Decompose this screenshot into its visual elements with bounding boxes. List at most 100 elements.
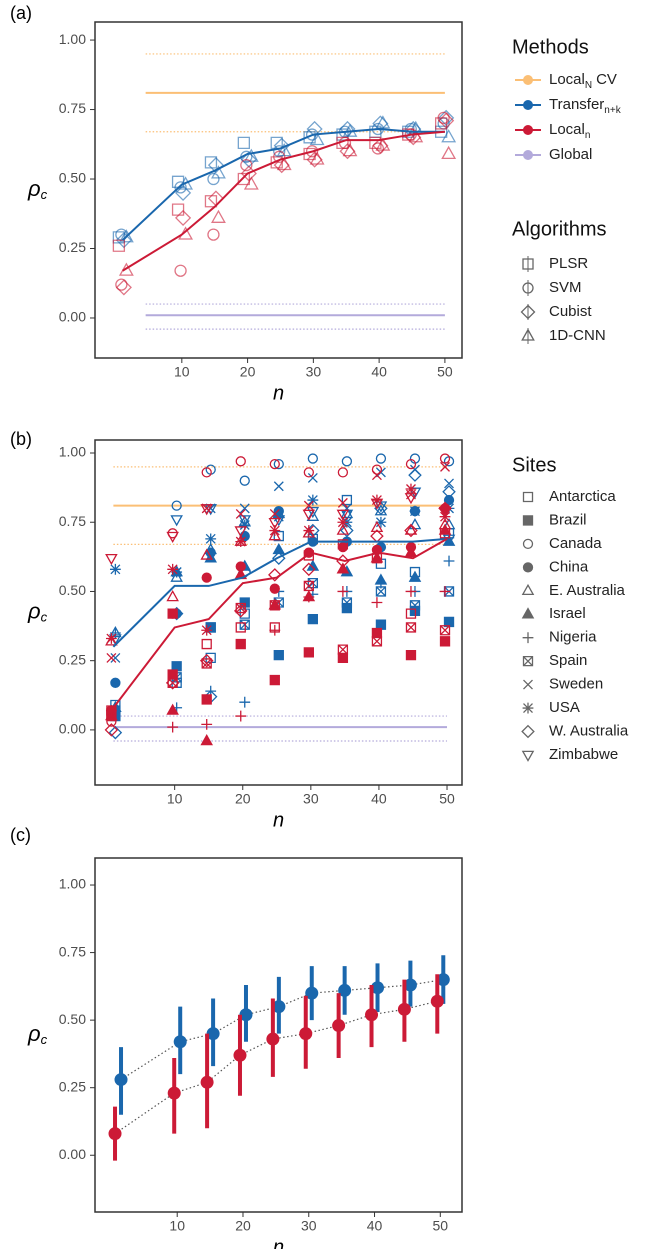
marker [336, 523, 350, 535]
x-tick-label: 10 [174, 364, 190, 380]
marker [404, 493, 418, 505]
mean-point [266, 1032, 280, 1046]
y-tick-label: 0.50 [59, 1011, 86, 1027]
marker [405, 483, 417, 495]
marker [336, 509, 350, 521]
legend-label: E. Australia [549, 582, 626, 599]
marker [170, 515, 183, 527]
marker [235, 456, 246, 467]
x-axis-label: n [273, 809, 284, 831]
marker [306, 559, 320, 571]
legend-label-main: Local [549, 71, 585, 88]
marker [404, 545, 418, 557]
marker [303, 525, 315, 536]
marker [268, 568, 282, 582]
marker [375, 558, 387, 569]
legend-dot [523, 150, 533, 160]
marker [404, 523, 418, 538]
x-tick-label: 30 [306, 364, 322, 380]
marker [273, 530, 284, 542]
marker [115, 279, 132, 296]
marker [443, 616, 455, 628]
marker [439, 586, 451, 597]
marker [440, 461, 450, 472]
marker [522, 632, 534, 644]
marker [441, 129, 457, 143]
legend-dot [523, 125, 533, 135]
marker [441, 145, 457, 160]
legend-title: Methods [512, 36, 589, 58]
marker [408, 570, 422, 582]
marker [235, 710, 247, 722]
marker [205, 464, 216, 475]
legend-label: Zimbabwe [549, 746, 618, 763]
marker [240, 159, 253, 172]
marker [375, 586, 387, 597]
marker [166, 703, 179, 715]
legend-label: Localn [549, 121, 590, 141]
legend-label-main: Local [549, 121, 585, 138]
marker [273, 481, 284, 492]
marker [235, 622, 246, 633]
y-tick-label: 0.25 [59, 239, 86, 255]
marker [268, 529, 282, 541]
mean-point [305, 986, 319, 1000]
mean-point [173, 1035, 187, 1049]
marker [235, 536, 247, 548]
panel-label: (a) [10, 3, 32, 23]
marker [435, 117, 448, 130]
marker [375, 619, 387, 630]
marker [375, 115, 391, 129]
marker [235, 508, 246, 519]
marker [239, 608, 250, 619]
marker [199, 653, 214, 668]
x-axis-label: n [273, 382, 284, 404]
marker [375, 137, 391, 151]
series-line [114, 1000, 438, 1135]
marker [302, 509, 316, 521]
legend-label: SVM [549, 279, 582, 296]
marker [337, 542, 349, 553]
legend-label: Antarctica [549, 488, 616, 505]
marker [269, 674, 280, 686]
marker [369, 136, 382, 150]
marker [234, 526, 248, 538]
panel-label: (c) [10, 825, 31, 845]
legend-title: Sites [512, 454, 556, 476]
legend-label-main: Global [549, 146, 592, 163]
marker [276, 156, 292, 171]
marker [404, 523, 418, 535]
marker [521, 724, 535, 739]
marker [171, 566, 183, 578]
marker [370, 520, 384, 533]
marker [307, 613, 318, 625]
marker [174, 264, 187, 277]
marker [239, 475, 250, 486]
marker [269, 458, 280, 470]
marker [273, 649, 284, 661]
marker [521, 583, 535, 596]
legend-label: Cubist [549, 303, 592, 320]
marker [178, 226, 194, 240]
marker [306, 120, 323, 138]
y-axis-label-main: ρ [27, 598, 41, 623]
plot-frame [94, 857, 463, 1213]
marker [374, 501, 388, 516]
marker [375, 453, 387, 464]
marker [522, 282, 534, 294]
marker [371, 627, 383, 639]
marker [110, 652, 121, 663]
mean-point [272, 1000, 286, 1014]
marker [521, 607, 535, 619]
marker [307, 494, 319, 506]
legend-label: Transfern+k [549, 96, 622, 116]
marker [409, 566, 421, 578]
marker [272, 515, 286, 527]
marker [341, 597, 353, 608]
marker [408, 468, 422, 482]
legend-label: Global [549, 146, 592, 163]
series-line [112, 537, 448, 709]
mean-point [371, 981, 385, 995]
marker [340, 523, 354, 538]
marker [171, 175, 185, 188]
